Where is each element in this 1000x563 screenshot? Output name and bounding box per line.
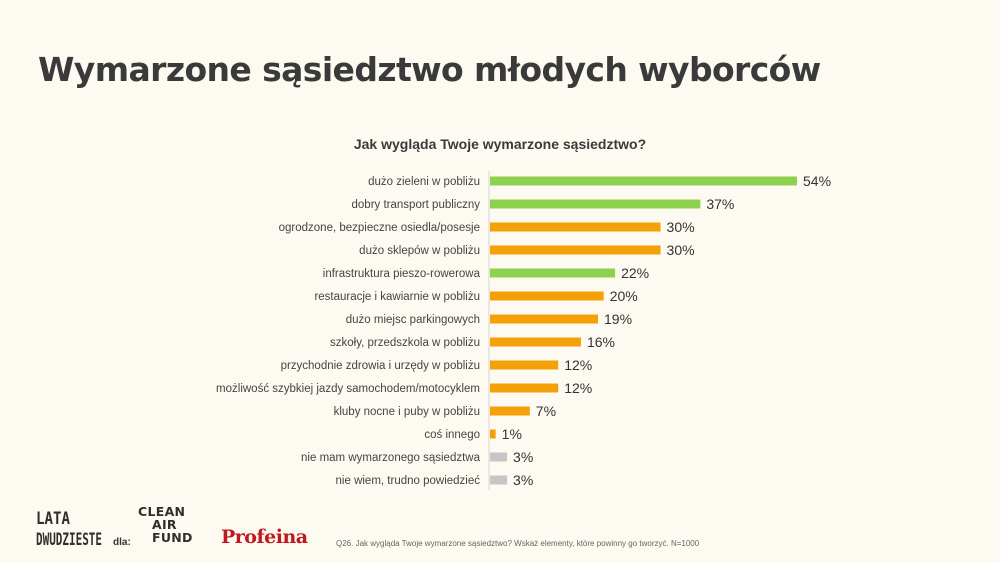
bar [490,314,599,324]
bar [490,475,508,485]
value-label: 12% [564,357,592,373]
footnote: Q26. Jak wygląda Twoje wymarzone sąsiedz… [336,539,700,548]
dla-label: dla: [113,537,131,548]
bar [490,360,559,370]
category-label: infrastruktura pieszo-rowerowa [323,268,481,280]
chart-title: Jak wygląda Twoje wymarzone sąsiedztwo? [353,136,647,152]
category-label: przychodnie zdrowia i urzędy w pobliżu [281,360,480,372]
category-label: możliwość szybkiej jazdy samochodem/moto… [216,383,480,395]
value-label: 37% [706,196,734,212]
value-label: 12% [564,380,592,396]
category-label: dużo sklepów w pobliżu [359,245,480,257]
bar [490,291,604,301]
bar [490,429,496,439]
bar [490,337,581,347]
svg-text:LATA: LATA [36,509,70,529]
page-title: Wymarzone sąsiedztwo młodych wyborców [38,50,821,89]
svg-text:DWUDZIESTE: DWUDZIESTE [36,530,102,549]
value-label: 30% [667,242,695,258]
value-label: 54% [803,173,831,189]
value-label: 19% [604,311,632,327]
category-label: nie wiem, trudno powiedzieć [336,475,481,487]
profeina-logo: Profeina [221,526,308,548]
category-label: ogrodzone, bezpieczne osiedla/posesje [279,222,480,234]
category-label: nie mam wymarzonego sąsiedztwa [301,452,481,464]
category-label: coś innego [424,429,480,441]
bar [490,222,661,232]
bar [490,268,616,278]
bar [490,245,661,255]
value-label: 1% [502,426,522,442]
bar [490,176,797,186]
bar [490,406,530,416]
category-label: dużo zieleni w pobliżu [368,176,480,188]
bar [490,452,508,462]
category-label: szkoły, przedszkola w pobliżu [330,337,480,349]
value-label: 16% [587,334,615,350]
bar [490,383,559,393]
lata-dwudzieste-logo: LATA DWUDZIESTE [36,509,102,549]
value-label: 22% [621,265,649,281]
category-label: dużo miejsc parkingowych [346,314,480,326]
value-label: 7% [536,403,556,419]
category-label: restauracje i kawiarnie w pobliżu [314,291,480,303]
category-label: kluby nocne i puby w pobliżu [334,406,480,418]
clean-air-fund-logo: CLEAN AIR FUND [138,504,193,545]
value-label: 3% [513,472,533,488]
value-label: 3% [513,449,533,465]
category-label: dobry transport publiczny [352,199,481,211]
value-label: 30% [667,219,695,235]
value-label: 20% [610,288,638,304]
bar [490,199,701,209]
